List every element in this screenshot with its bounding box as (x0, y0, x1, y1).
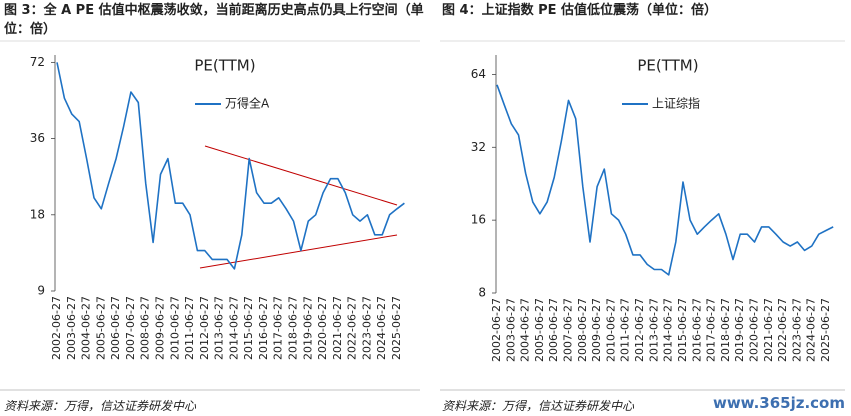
x-tick-label: 2004-06-27 (80, 296, 93, 360)
y-tick-label: 72 (30, 55, 45, 69)
x-tick-label: 2024-06-27 (375, 296, 388, 360)
legend-label: 万得全A (225, 96, 270, 111)
x-tick-label: 2009-06-27 (590, 298, 603, 362)
caption: 图 4：上证指数 PE 估值低位震荡（单位：倍） (442, 3, 718, 18)
y-tick-label: 9 (37, 284, 45, 298)
y-tick-label: 18 (30, 207, 45, 221)
source: 资料来源：万得，信达证券研发中心 (442, 399, 635, 413)
x-tick-label: 2023-06-27 (790, 298, 803, 362)
x-tick-label: 2017-06-27 (705, 298, 718, 362)
series-line (56, 62, 405, 270)
x-tick-label: 2009-06-27 (153, 296, 166, 360)
x-tick-label: 2013-06-27 (647, 298, 660, 362)
x-tick-label: 2017-06-27 (272, 296, 285, 360)
x-tick-label: 2019-06-27 (733, 298, 746, 362)
x-tick-label: 2007-06-27 (562, 298, 575, 362)
x-tick-label: 2004-06-27 (519, 298, 532, 362)
x-tick-label: 2008-06-27 (576, 298, 589, 362)
x-tick-label: 2008-06-27 (139, 296, 152, 360)
watermark: www.365jz.com (712, 394, 845, 412)
trend-line-upper (204, 145, 398, 206)
x-tick-label: 2003-06-27 (504, 298, 517, 362)
x-tick-label: 2025-06-27 (819, 298, 832, 362)
y-tick-label: 16 (471, 213, 486, 227)
y-tick-label: 36 (30, 131, 45, 145)
x-tick-label: 2018-06-27 (287, 296, 300, 360)
x-tick-label: 2011-06-27 (183, 296, 196, 360)
source: 资料来源：万得，信达证券研发中心 (4, 399, 197, 413)
x-tick-label: 2002-06-27 (490, 298, 503, 362)
x-tick-label: 2016-06-27 (690, 298, 703, 362)
x-tick-label: 2010-06-27 (168, 296, 181, 360)
x-tick-label: 2023-06-27 (360, 296, 373, 360)
x-tick-label: 2022-06-27 (776, 298, 789, 362)
trend-line-lower (199, 234, 398, 269)
x-tick-label: 2019-06-27 (301, 296, 314, 360)
x-tick-label: 2006-06-27 (109, 296, 122, 360)
x-tick-label: 2022-06-27 (346, 296, 359, 360)
x-tick-label: 2025-06-27 (390, 296, 403, 360)
caption: 图 3：全 A PE 估值中枢震荡收敛，当前距离历史高点仍具上行空间（单位：倍） (4, 3, 424, 37)
x-tick-label: 2020-06-27 (316, 296, 329, 360)
series-line (496, 84, 834, 276)
x-tick-label: 2014-06-27 (662, 298, 675, 362)
x-tick-label: 2014-06-27 (227, 296, 240, 360)
x-tick-label: 2005-06-27 (94, 296, 107, 360)
x-tick-label: 2006-06-27 (547, 298, 560, 362)
x-tick-label: 2021-06-27 (331, 296, 344, 360)
x-tick-label: 2016-06-27 (257, 296, 270, 360)
chart-title: PE(TTM) (194, 57, 255, 75)
x-tick-label: 2011-06-27 (619, 298, 632, 362)
y-tick-label: 64 (471, 67, 486, 81)
y-tick-label: 8 (478, 286, 486, 300)
legend-label: 上证综指 (652, 96, 700, 111)
x-tick-label: 2002-06-27 (50, 296, 63, 360)
x-tick-label: 2020-06-27 (747, 298, 760, 362)
x-tick-label: 2012-06-27 (633, 298, 646, 362)
chart-title: PE(TTM) (637, 57, 698, 75)
x-tick-label: 2003-06-27 (65, 296, 78, 360)
x-tick-label: 2007-06-27 (124, 296, 137, 360)
x-tick-label: 2021-06-27 (762, 298, 775, 362)
x-tick-label: 2013-06-27 (213, 296, 226, 360)
x-tick-label: 2005-06-27 (533, 298, 546, 362)
x-tick-label: 2012-06-27 (198, 296, 211, 360)
x-tick-label: 2024-06-27 (805, 298, 818, 362)
y-tick-label: 32 (471, 140, 486, 154)
x-tick-label: 2015-06-27 (242, 296, 255, 360)
x-tick-label: 2015-06-27 (676, 298, 689, 362)
x-tick-label: 2018-06-27 (719, 298, 732, 362)
x-tick-label: 2010-06-27 (604, 298, 617, 362)
